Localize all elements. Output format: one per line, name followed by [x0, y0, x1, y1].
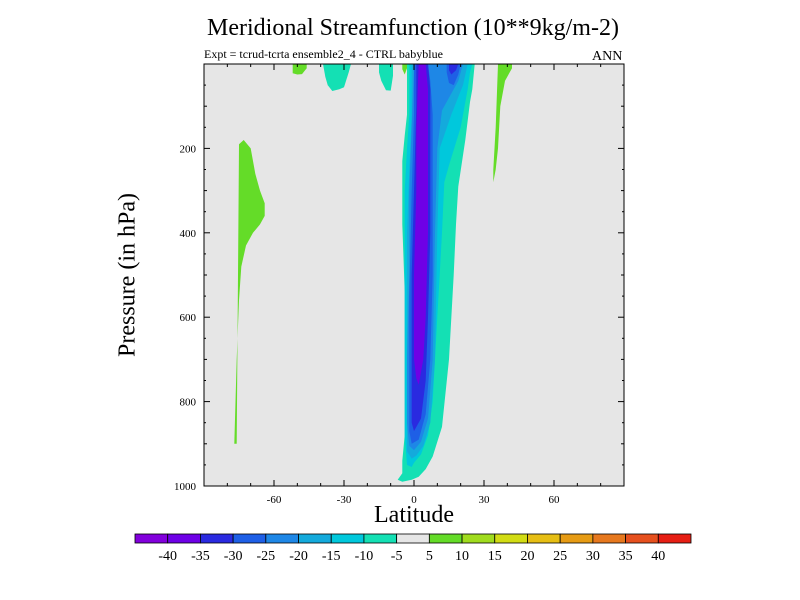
- colorbar-swatch: [657, 533, 692, 544]
- y-tick-label: 400: [180, 228, 197, 240]
- colorbar-label: -20: [289, 549, 308, 564]
- contour-region: [414, 64, 428, 385]
- colorbar-swatch: [134, 533, 169, 544]
- colorbar-swatch: [363, 533, 398, 544]
- colorbar-label: -25: [256, 549, 275, 564]
- contour-region: [292, 64, 307, 75]
- colorbar-label: 35: [619, 549, 633, 564]
- x-tick-label: 60: [549, 494, 561, 506]
- x-axis-label: Latitude: [374, 502, 454, 528]
- colorbar-swatch: [559, 533, 594, 544]
- colorbar-swatch: [330, 533, 365, 544]
- colorbar-swatch: [298, 533, 332, 544]
- colorbar-swatch: [265, 533, 299, 544]
- contour-regions: [234, 64, 512, 482]
- colorbar-label: 15: [488, 549, 502, 564]
- colorbar-label: 40: [651, 549, 665, 564]
- colorbar-label: -30: [224, 549, 243, 564]
- colorbar-label: -15: [322, 549, 341, 564]
- colorbar-label: -10: [355, 549, 374, 564]
- contour-region: [234, 140, 265, 444]
- y-tick-label: 200: [180, 143, 197, 155]
- colorbar-swatch: [396, 533, 430, 544]
- colorbar-label: 25: [553, 549, 567, 564]
- y-tick-label: 800: [180, 397, 197, 409]
- colorbar-label: 10: [455, 549, 469, 564]
- colorbar-swatch: [428, 533, 463, 544]
- x-tick-label: 0: [411, 494, 417, 506]
- contour-region: [449, 64, 459, 75]
- colorbar-label: -35: [191, 549, 210, 564]
- x-tick-label: -60: [267, 494, 282, 506]
- contour-region: [379, 64, 393, 91]
- contour-region: [323, 64, 351, 91]
- colorbar-label: -40: [158, 549, 177, 564]
- colorbar-swatch: [625, 533, 659, 544]
- colorbar-swatch: [167, 533, 201, 544]
- colorbar-swatch: [494, 533, 528, 544]
- colorbar-label: 5: [426, 549, 433, 564]
- x-tick-label: 30: [479, 494, 491, 506]
- colorbar-swatch: [461, 533, 496, 544]
- colorbar-label: -5: [391, 549, 403, 564]
- y-tick-label: 1000: [174, 481, 197, 493]
- contour-region: [402, 64, 407, 75]
- colorbar-swatch: [527, 533, 561, 544]
- y-tick-label: 600: [180, 312, 197, 324]
- contour-region: [493, 64, 512, 183]
- season-label: ANN: [592, 49, 623, 64]
- chart-title: Meridional Streamfunction (10**9kg/m-2): [207, 15, 619, 41]
- colorbar-swatch: [232, 533, 267, 544]
- colorbar-label: 20: [520, 549, 534, 564]
- chart-subtitle: Expt = tcrud-tcrta ensemble2_4 - CTRL ba…: [204, 47, 443, 61]
- colorbar-label: 30: [586, 549, 600, 564]
- colorbar-swatch: [592, 533, 626, 544]
- x-tick-label: -30: [337, 494, 352, 506]
- colorbar-swatch: [200, 533, 234, 544]
